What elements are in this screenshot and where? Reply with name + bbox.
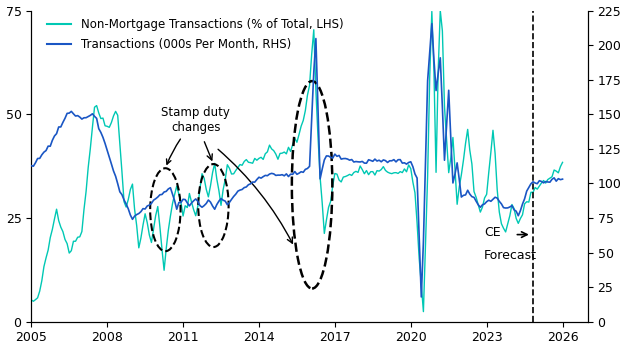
Text: Forecast: Forecast bbox=[484, 248, 537, 261]
Text: Stamp duty
changes: Stamp duty changes bbox=[161, 106, 230, 164]
Legend: Non-Mortgage Transactions (% of Total, LHS), Transactions (000s Per Month, RHS): Non-Mortgage Transactions (% of Total, L… bbox=[43, 13, 348, 56]
Text: CE: CE bbox=[484, 226, 501, 239]
